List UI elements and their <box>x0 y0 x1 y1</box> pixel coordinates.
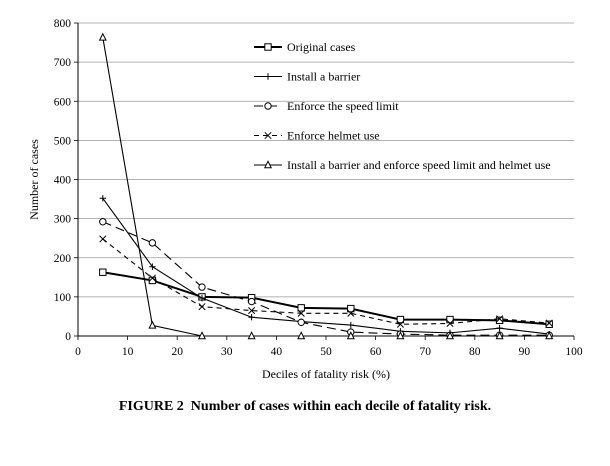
series-square <box>99 268 553 328</box>
data-point <box>197 331 207 340</box>
legend-label: Enforce helmet use <box>287 129 380 143</box>
figure-caption: FIGURE 2 Number of cases within each dec… <box>118 399 492 414</box>
data-point <box>445 331 455 340</box>
series-triangle <box>98 32 554 340</box>
data-point <box>446 315 454 324</box>
x-tick-label: 10 <box>122 346 134 358</box>
legend: Original cases Install a barrier Enforce t… <box>254 40 551 172</box>
x-tick-label: 90 <box>519 346 531 358</box>
data-point <box>297 309 305 317</box>
data-point <box>198 283 206 291</box>
y-tick-label: 100 <box>54 292 72 304</box>
legend-item: Install a barrier and enforce speed limi… <box>254 158 551 172</box>
x-tick-label: 60 <box>370 346 382 358</box>
series-x <box>99 235 553 328</box>
data-point <box>297 304 305 312</box>
data-point <box>396 315 405 324</box>
legend-label: Install a barrier <box>287 70 360 84</box>
data-point <box>496 324 503 332</box>
x-tick-label: 80 <box>469 346 481 358</box>
data-point <box>148 320 157 329</box>
y-tick-label: 400 <box>54 175 72 187</box>
data-point <box>248 314 255 321</box>
line-chart: 0 10 20 30 40 50 60 70 80 90 100 0 100 200 300 400 500 6… <box>27 18 583 381</box>
data-point <box>446 319 454 328</box>
data-point <box>396 320 404 328</box>
data-point <box>347 321 354 329</box>
x-tick-label: 50 <box>320 346 332 358</box>
x-tick-label: 0 <box>75 346 81 358</box>
data-point <box>264 73 272 80</box>
x-tick-labels: 0 10 20 30 40 50 60 70 80 90 100 <box>75 346 583 358</box>
series-line <box>102 271 550 326</box>
data-point <box>247 297 256 306</box>
legend-label: Enforce the speed limit <box>287 99 399 113</box>
y-tick-labels: 0 100 200 300 400 500 600 700 800 <box>54 18 72 343</box>
y-tick-label: 500 <box>54 135 72 147</box>
series-line <box>102 221 550 336</box>
data-point <box>297 331 306 340</box>
data-point <box>98 32 107 41</box>
data-point <box>347 304 355 313</box>
data-point <box>198 303 206 311</box>
y-tick-label: 600 <box>54 96 72 108</box>
legend-item: Original cases <box>254 40 356 54</box>
legend-item: Enforce helmet use <box>254 129 380 143</box>
series-lines <box>98 32 554 340</box>
y-tick-label: 300 <box>54 214 72 226</box>
data-point <box>263 160 273 169</box>
data-point <box>264 102 272 110</box>
data-point <box>99 195 106 202</box>
data-point <box>495 316 504 325</box>
x-tick-label: 100 <box>565 346 583 358</box>
data-point <box>545 331 554 340</box>
x-tick-label: 40 <box>271 346 283 358</box>
x-axis-label: Deciles of fatality risk (%) <box>262 367 390 381</box>
x-tick-label: 20 <box>171 346 183 358</box>
data-point <box>247 331 256 340</box>
data-point <box>396 331 405 340</box>
gridlines <box>78 22 574 298</box>
data-point <box>297 318 305 327</box>
data-point <box>264 131 272 140</box>
series-line <box>102 238 550 325</box>
data-point <box>99 268 107 276</box>
y-tick-label: 0 <box>65 331 71 343</box>
data-point <box>545 319 553 327</box>
y-axis-label: Number of cases <box>27 139 41 220</box>
data-point <box>148 239 157 247</box>
x-tick-label: 30 <box>221 346 233 358</box>
data-point <box>347 309 355 317</box>
series-line <box>102 197 550 335</box>
data-point <box>198 294 206 302</box>
data-point <box>346 331 355 340</box>
legend-label: Install a barrier and enforce speed limi… <box>287 158 551 172</box>
legend-label: Original cases <box>287 40 356 54</box>
y-tick-label: 200 <box>54 253 72 265</box>
y-tick-label: 700 <box>54 57 72 69</box>
legend-item: Install a barrier <box>254 70 360 84</box>
data-point <box>495 331 504 340</box>
x-tick-label: 70 <box>419 346 431 358</box>
data-point <box>248 307 256 315</box>
data-point <box>99 218 107 226</box>
data-point <box>148 274 156 282</box>
series-plus <box>99 195 553 338</box>
series-line <box>102 37 550 337</box>
data-point <box>149 263 156 270</box>
legend-item: Enforce the speed limit <box>254 99 399 113</box>
data-point <box>99 235 107 243</box>
data-point <box>545 320 553 328</box>
y-tick-label: 800 <box>54 18 72 30</box>
data-point <box>264 43 272 51</box>
data-point <box>496 315 504 323</box>
